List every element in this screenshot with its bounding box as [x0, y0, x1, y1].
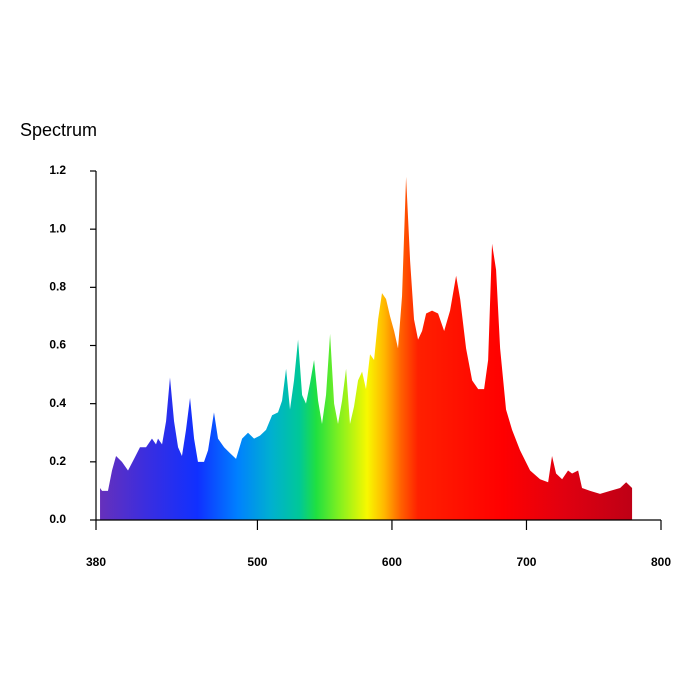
x-tick-label: 380: [86, 555, 106, 569]
chart-title: Spectrum: [20, 120, 97, 140]
y-tick-label: 1.0: [49, 221, 66, 235]
y-tick-label: 1.2: [49, 163, 66, 177]
x-tick-label: 600: [382, 555, 402, 569]
y-tick-label: 0.2: [49, 454, 66, 468]
y-tick-label: 0.4: [49, 396, 66, 410]
x-tick-label: 700: [516, 555, 536, 569]
x-tick-label: 800: [651, 555, 671, 569]
y-tick-label: 0.6: [49, 338, 66, 352]
y-tick-label: 0.0: [49, 512, 66, 526]
spectrum-area: [100, 176, 633, 521]
x-tick-label: 500: [247, 555, 267, 569]
y-tick-label: 0.8: [49, 280, 66, 294]
